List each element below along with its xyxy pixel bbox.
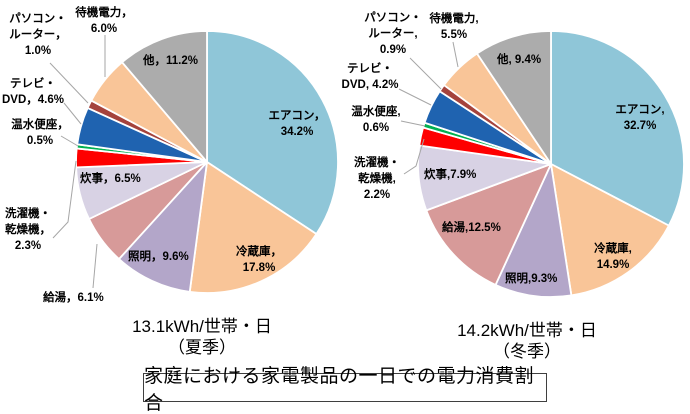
slice-label-standby-summer: 待機電力， 6.0%	[75, 7, 133, 35]
slice-label-standby-winter: 待機電力, 5.5%	[429, 13, 479, 41]
pie-slice-lighting	[494, 163, 573, 298]
slice-label-hot-water-summer: 給湯，6.1%	[43, 292, 104, 304]
slice-label-aircon-summer: エアコン， 34.2%	[268, 110, 326, 138]
pie-slice-fridge	[550, 163, 670, 297]
pie-slice-aircon	[550, 30, 685, 227]
pie-slice-other	[121, 30, 208, 163]
slice-label-toilet-seat-summer: 温水便座， 0.5%	[11, 119, 69, 147]
summer-pie-chart	[75, 30, 339, 294]
summer-total-caption: 13.1kWh/世帯・日 （夏季）	[132, 317, 272, 357]
slice-label-pc-router-summer: パソコン・ ルーター， 1.0%	[9, 13, 67, 57]
slice-label-cooking-winter: 炊事,7.9%	[424, 169, 477, 181]
slice-label-tv-dvd-winter: テレビ・ DVD, 4.2%	[341, 63, 399, 91]
slice-label-other-winter: 他, 9.4%	[497, 54, 542, 66]
slice-label-washer-dryer-summer: 洗濯機・ 乾燥機， 2.3%	[5, 208, 51, 252]
slice-label-lighting-summer: 照明，9.6%	[128, 251, 189, 263]
slice-label-cooking-summer: 炊事，6.5%	[80, 173, 141, 185]
figure-title-box: 家庭における家電製品の一日での電力消費割合	[143, 366, 547, 414]
slice-label-toilet-seat-winter: 温水便座, 0.6%	[351, 106, 401, 134]
pie-slice-other	[476, 30, 552, 165]
slice-label-fridge-winter: 冷蔵庫, 14.9%	[594, 243, 632, 271]
winter-total-caption: 14.2kWh/世帯・日 （冬季）	[457, 321, 597, 361]
slice-label-aircon-winter: エアコン, 32.7%	[615, 104, 665, 132]
figure-title: 家庭における家電製品の一日での電力消費割合	[144, 365, 535, 414]
slice-label-washer-dryer-winter: 洗濯機・ 乾燥機, 2.2%	[354, 157, 400, 201]
slice-label-lighting-winter: 照明,9.3%	[505, 273, 558, 285]
slice-label-fridge-summer: 冷蔵庫， 17.8%	[236, 246, 282, 274]
pie-slice-hot-water	[425, 163, 552, 286]
slice-label-other-summer: 他，11.2%	[143, 55, 198, 67]
pie-slice-lighting	[118, 161, 208, 293]
slice-label-hot-water-winter: 給湯,12.5%	[442, 222, 501, 234]
slice-label-tv-dvd-summer: テレビ・ DVD，4.6%	[2, 78, 64, 106]
pie-slice-fridge	[188, 161, 318, 294]
winter-pie-chart	[417, 30, 685, 298]
slice-label-pc-router-winter: パソコン・ ルーター, 0.9%	[364, 12, 422, 56]
